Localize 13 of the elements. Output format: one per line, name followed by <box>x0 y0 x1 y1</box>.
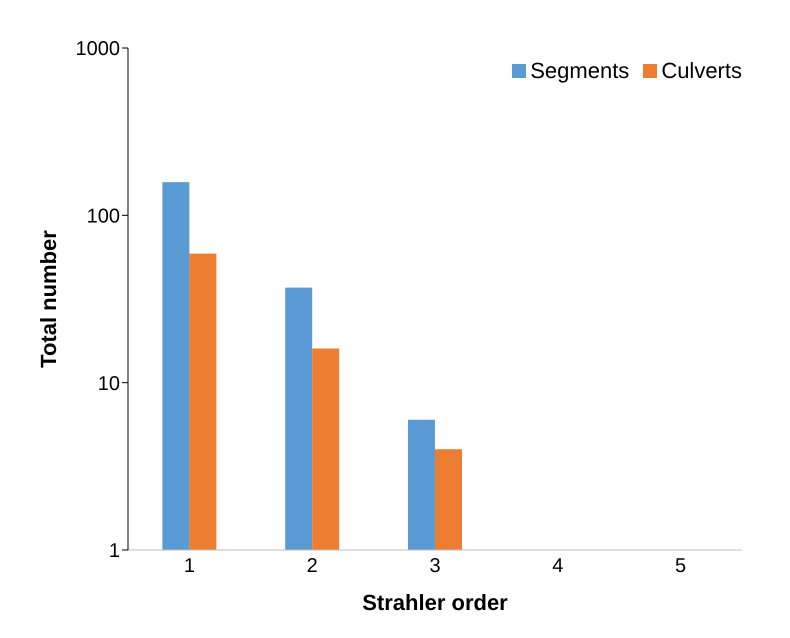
y-tick-label: 10 <box>98 372 120 395</box>
legend-label: Segments <box>529 58 630 84</box>
legend-label: Culverts <box>660 58 742 84</box>
y-axis-title: Total number <box>36 230 61 368</box>
y-tick-label: 1 <box>108 540 120 562</box>
x-tick-label: 1 <box>184 555 195 578</box>
x-axis-title: Strahler order <box>362 590 508 615</box>
x-tick-label: 4 <box>552 555 564 578</box>
x-tick-label: 2 <box>306 555 318 578</box>
y-tick-label: 100 <box>86 205 120 228</box>
x-tick-label: 3 <box>429 555 441 578</box>
x-tick-label: 5 <box>675 555 686 578</box>
y-tick-label: 1000 <box>76 38 120 60</box>
